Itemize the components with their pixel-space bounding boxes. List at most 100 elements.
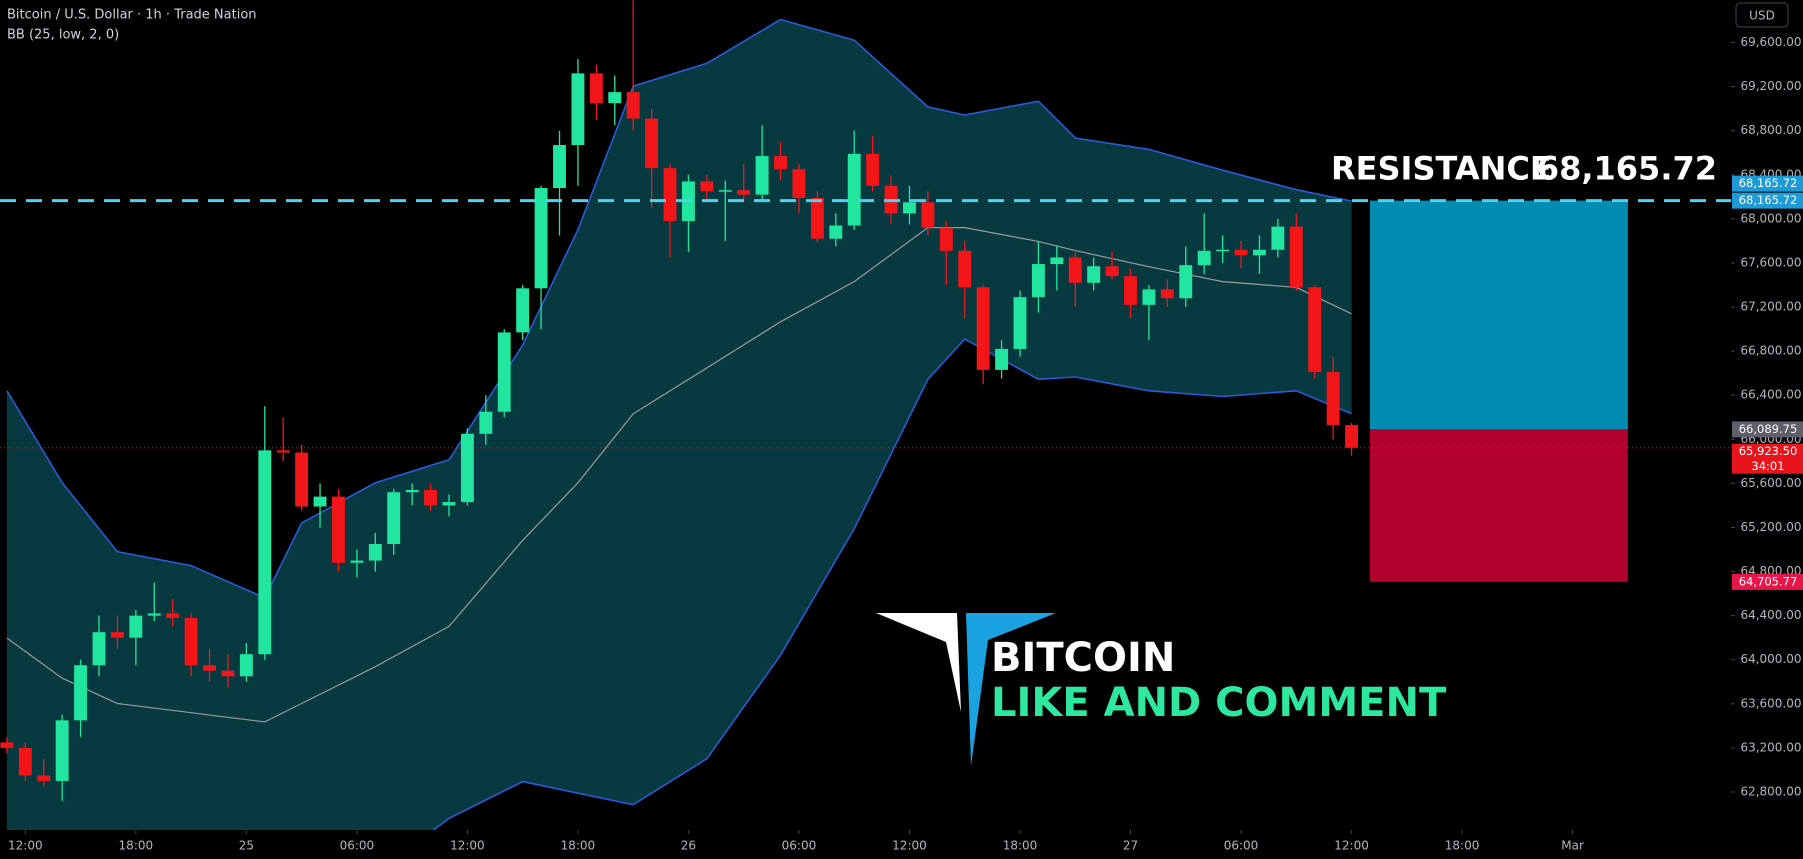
x-tick-label: 26	[681, 839, 696, 853]
candle-body	[497, 332, 511, 412]
candle-body	[571, 73, 585, 146]
stop-tag-label: 64,705.77	[1739, 574, 1798, 588]
candle-body	[534, 188, 548, 289]
plot-area	[0, 0, 1731, 830]
x-tick-label: 12:00	[1334, 839, 1369, 853]
candle-body	[1289, 226, 1303, 288]
candle-body	[663, 168, 677, 222]
candle-body	[368, 544, 382, 561]
candle-body	[958, 250, 972, 288]
candle-body	[737, 190, 751, 195]
candle-body	[1345, 424, 1358, 448]
candle-body	[755, 156, 769, 195]
x-tick-label: 18:00	[119, 839, 154, 853]
candle-body	[589, 73, 603, 104]
x-tick-label: 18:00	[1445, 839, 1480, 853]
last-price-tag-label: 65,923.50	[1739, 444, 1798, 458]
candle-body	[479, 411, 493, 434]
y-tick-label: 67,600.00	[1740, 255, 1801, 269]
candle-body	[1160, 289, 1174, 299]
candle-body	[645, 118, 659, 169]
candle-body	[1308, 287, 1322, 373]
candle-body	[903, 202, 916, 214]
x-tick-label: 25	[239, 839, 254, 853]
candle-body	[1253, 249, 1266, 256]
stop-tag	[1732, 573, 1803, 590]
candle-body	[166, 613, 180, 618]
candle-body	[1271, 226, 1285, 250]
indicator-label: BB (25, low, 2, 0)	[7, 28, 119, 43]
currency-label[interactable]: USD	[1749, 9, 1775, 23]
candle-body	[239, 654, 253, 677]
loss-zone	[1369, 429, 1628, 582]
candle-body	[110, 632, 124, 638]
candle-body	[553, 145, 566, 189]
currency-button[interactable]	[1735, 2, 1789, 28]
candle-body	[313, 496, 327, 507]
candle-body	[258, 450, 272, 655]
candle-body	[221, 670, 235, 677]
candle-body	[1087, 266, 1101, 283]
entry-tag-label: 66,089.75	[1739, 422, 1798, 436]
candle-body	[460, 433, 474, 503]
y-tick-label: 64,400.00	[1740, 608, 1801, 622]
candle-body	[1105, 266, 1119, 277]
candle-body	[700, 181, 714, 192]
profit-zone	[1369, 200, 1628, 430]
y-tick-label: 65,200.00	[1740, 520, 1801, 534]
candle-body	[184, 617, 198, 666]
candle-body	[626, 92, 640, 119]
candle-body	[405, 489, 419, 493]
y-tick-label: 66,800.00	[1740, 344, 1801, 358]
y-tick-label: 65,600.00	[1740, 476, 1801, 490]
last-price-countdown: 34:01	[1751, 459, 1784, 473]
y-tick-label: 68,800.00	[1740, 123, 1801, 137]
x-tick-label: 18:00	[1003, 839, 1038, 853]
logo-blue	[966, 613, 1056, 766]
candle-body	[1068, 257, 1082, 283]
candle-body	[792, 169, 806, 198]
watermark-title: BITCOIN	[991, 635, 1175, 681]
axes: 62,800.00 63,200.00 63,600.00 64,000.00 64,4…	[8, 35, 1803, 853]
candle-body	[1179, 265, 1193, 299]
y-tick-label: 63,600.00	[1740, 696, 1801, 710]
x-tick-label: 27	[1123, 839, 1138, 853]
candle-body	[847, 153, 861, 226]
y-tick-label: 64,000.00	[1740, 652, 1801, 666]
candle-body	[332, 496, 345, 563]
candle-body	[829, 225, 843, 239]
candle-body	[1142, 289, 1156, 305]
candle-body	[774, 156, 787, 170]
candle-body	[976, 287, 990, 370]
watermark-subtitle: LIKE AND COMMENT	[991, 680, 1447, 726]
candle-body	[1124, 276, 1137, 305]
y-tick-label: 66,400.00	[1740, 388, 1801, 402]
x-tick-label: 12:00	[892, 839, 927, 853]
candle-body	[442, 502, 456, 506]
candle-body	[866, 153, 880, 186]
x-tick-label: 06:00	[782, 839, 817, 853]
candle-body	[55, 720, 69, 781]
candle-body	[18, 747, 32, 776]
last-price-tag	[1732, 443, 1803, 474]
band-upper	[6, 18, 1352, 599]
candle-body	[1326, 372, 1340, 425]
x-tick-label: 12:00	[450, 839, 485, 853]
candle-body	[995, 348, 1009, 370]
x-tick-label: 06:00	[1224, 839, 1259, 853]
candle-body	[295, 452, 309, 507]
x-tick-label: Mar	[1561, 839, 1584, 853]
resistance-value: 68,165.72	[1537, 150, 1717, 188]
candle-body	[939, 227, 953, 251]
candle-body	[129, 615, 143, 638]
candle-body	[424, 489, 438, 506]
candle-body	[516, 288, 530, 333]
candle-body	[608, 92, 622, 104]
y-tick-label: 63,200.00	[1740, 740, 1801, 754]
candle-body	[74, 665, 88, 721]
candle-body	[1234, 249, 1248, 256]
y-tick-label: 67,200.00	[1740, 300, 1801, 314]
candle-body	[1050, 257, 1064, 265]
